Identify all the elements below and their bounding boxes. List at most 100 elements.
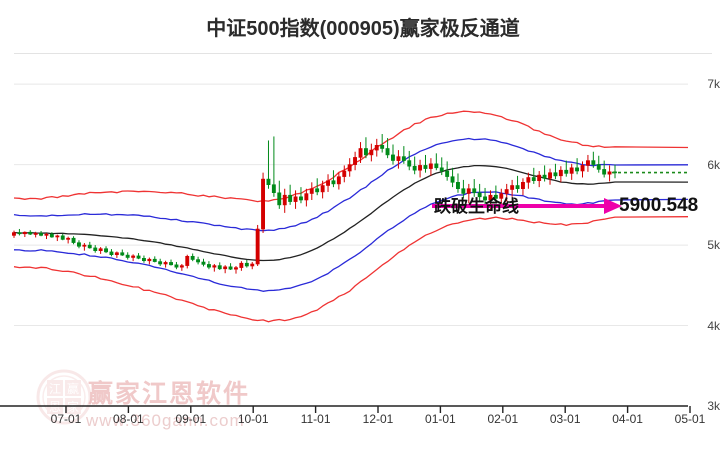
candle-07-04: [28, 230, 33, 236]
candlestick-series: [12, 134, 617, 274]
candle-08-12: [152, 256, 157, 263]
candle-11-08: [358, 142, 363, 163]
x-tick-label-02-01: 02-01: [487, 412, 519, 426]
chart-title-bar: 中证500指数(000905)赢家极反通道: [0, 0, 726, 53]
x-tick-label-04-01: 04-01: [612, 412, 643, 426]
candle-11-09: [363, 137, 368, 159]
candle-12-04: [401, 146, 406, 164]
candle-01-03: [461, 179, 466, 199]
candle-10-06: [282, 188, 287, 213]
candle-09-03: [179, 263, 184, 271]
candle-03-09: [602, 160, 607, 178]
candle-10-04: [271, 136, 276, 197]
candle-02-07: [537, 171, 542, 188]
candle-07-12: [71, 236, 76, 245]
candle-07-03: [22, 231, 27, 238]
candle-07-08: [49, 232, 54, 238]
candle-09-13: [234, 265, 238, 274]
candle-11-02: [326, 174, 330, 192]
candle-02-01: [504, 183, 509, 202]
candle-07-11: [66, 236, 71, 244]
gridlines: [14, 83, 688, 407]
candle-08-04: [109, 249, 114, 257]
channel-bands: [13, 110, 689, 323]
candle-08-01: [93, 245, 98, 253]
candle-02-02: [510, 179, 515, 197]
candle-08-14: [163, 260, 168, 268]
candle-10-10: [304, 188, 309, 207]
candle-08-09: [136, 253, 141, 260]
axis-lines: [0, 405, 691, 413]
page-title: 中证500指数(000905)赢家极反通道: [206, 18, 520, 40]
candle-08-10: [142, 255, 146, 263]
candle-12-10: [434, 153, 439, 171]
x-tick-label-12-01: 12-01: [362, 412, 394, 426]
candle-02-08: [542, 165, 547, 182]
candle-02-03: [515, 175, 520, 193]
candle-07-10: [60, 233, 65, 241]
band-line-middle_black: [13, 164, 689, 262]
candle-02-05: [526, 172, 531, 189]
annotation-layer: [432, 171, 688, 214]
candle-03-07: [591, 151, 596, 168]
x-tick-label-09-01: 09-01: [175, 412, 207, 426]
candle-09-02: [174, 261, 179, 270]
candle-12-12: [445, 161, 450, 181]
candle-03-08: [596, 155, 601, 173]
x-tick-label-07-01: 07-01: [50, 412, 82, 426]
candle-04-01: [612, 164, 617, 179]
candle-07-05: [33, 231, 38, 238]
candle-09-04: [185, 254, 190, 269]
x-tick-label-01-01: 01-01: [425, 412, 456, 426]
x-tick-label-08-01: 08-01: [113, 412, 144, 426]
candle-10-12: [315, 178, 320, 196]
x-tick-label-10-01: 10-01: [237, 412, 269, 426]
candle-03-04: [575, 158, 580, 175]
candle-09-12: [228, 263, 233, 271]
candle-07-13: [77, 240, 81, 249]
candle-09-16: [250, 261, 255, 270]
candle-09-14: [239, 261, 244, 271]
candle-02-06: [531, 167, 536, 184]
candle-12-02: [390, 144, 395, 165]
x-tick-label-03-01: 03-01: [549, 412, 581, 426]
candle-08-06: [120, 249, 125, 256]
candle-07-14: [82, 243, 87, 251]
candle-01-01: [450, 167, 455, 188]
candle-10-08: [293, 190, 298, 209]
candle-03-02: [564, 160, 569, 177]
candle-07-07: [44, 233, 49, 240]
y-tick-label-6k: 6k: [707, 157, 720, 172]
candle-01-05: [472, 179, 477, 197]
candle-02-09: [548, 168, 553, 185]
candle-08-11: [147, 257, 152, 265]
y-tick-label-3k: 3k: [707, 399, 720, 413]
candle-02-10: [553, 163, 558, 180]
candle-01-06: [477, 183, 482, 202]
y-tick-label-5k: 5k: [707, 238, 720, 253]
candle-09-10: [217, 262, 222, 271]
candle-01-02: [455, 173, 460, 193]
candle-09-11: [223, 265, 228, 274]
candle-12-11: [439, 157, 444, 176]
lifeline-arrow-icon: [432, 198, 622, 214]
candle-09-09: [212, 263, 217, 272]
candle-08-03: [104, 246, 109, 254]
candle-09-07: [201, 258, 206, 267]
candle-09-08: [207, 261, 211, 270]
candle-10-11: [309, 182, 314, 201]
candle-03-06: [585, 154, 590, 172]
candle-11-03: [331, 170, 336, 188]
candle-12-03: [396, 150, 401, 169]
band-line-upper_red: [13, 110, 689, 203]
candle-11-01: [320, 180, 325, 199]
candle-12-05: [407, 150, 412, 171]
candle-07-06: [39, 230, 44, 237]
candle-12-06: [412, 156, 417, 175]
candle-11-04: [336, 172, 341, 190]
candle-12-09: [428, 158, 433, 176]
candle-10-02: [261, 172, 265, 233]
candle-12-07: [418, 159, 422, 178]
